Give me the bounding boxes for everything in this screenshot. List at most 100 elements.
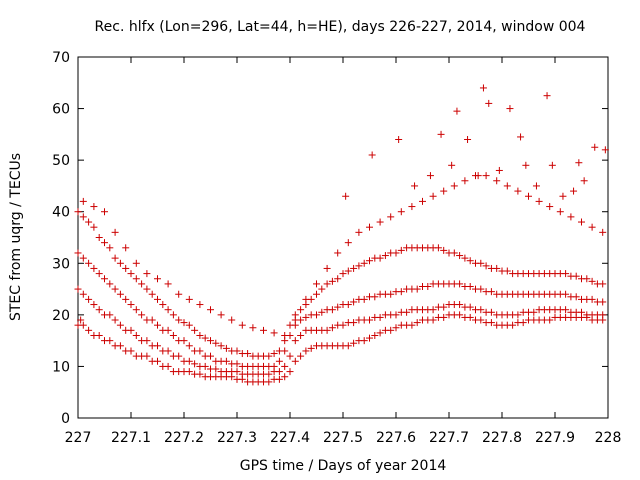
data-point: [196, 331, 204, 339]
data-point: [588, 277, 596, 285]
data-point: [548, 161, 556, 169]
data-point: [434, 244, 442, 252]
data-point: [334, 275, 342, 283]
data-point: [196, 370, 204, 378]
data-point: [164, 280, 172, 288]
data-point: [122, 244, 130, 252]
data-point: [313, 290, 320, 298]
data-point: [339, 270, 347, 278]
data-point: [154, 357, 161, 365]
data-point: [450, 182, 458, 190]
data-point: [366, 223, 373, 231]
data-point: [328, 277, 336, 285]
data-point: [286, 321, 294, 329]
data-point: [485, 99, 493, 107]
data-point: [392, 324, 400, 332]
data-point: [196, 301, 204, 309]
data-point: [313, 311, 320, 319]
data-point: [453, 107, 461, 115]
data-point: [506, 105, 514, 113]
data-point: [546, 316, 554, 324]
data-point: [191, 326, 199, 334]
data-point: [487, 308, 495, 316]
data-point: [116, 342, 124, 350]
data-point: [95, 306, 103, 314]
data-point: [424, 282, 432, 290]
data-point: [397, 208, 405, 216]
data-point: [313, 280, 320, 288]
data-point: [376, 254, 384, 262]
data-point: [350, 319, 358, 327]
data-point: [429, 306, 437, 314]
data-point: [546, 203, 554, 211]
data-point: [376, 313, 384, 321]
data-point: [233, 368, 241, 376]
data-point: [180, 337, 188, 345]
x-tick-label: 227.1: [111, 430, 151, 446]
x-tick-label: 227.2: [164, 430, 204, 446]
data-point: [376, 218, 384, 226]
data-point: [392, 249, 400, 257]
data-point: [456, 280, 464, 288]
data-point: [95, 234, 103, 241]
data-point: [291, 357, 299, 365]
data-point: [429, 192, 437, 200]
data-point: [461, 254, 469, 262]
data-point: [517, 133, 525, 141]
data-point: [562, 290, 570, 298]
data-point: [440, 313, 448, 321]
data-point: [297, 331, 305, 339]
x-tick-label: 227.8: [482, 430, 522, 446]
data-point: [477, 316, 485, 324]
data-point: [395, 136, 403, 144]
data-point: [580, 177, 588, 185]
data-point: [127, 270, 135, 278]
data-point: [426, 172, 434, 180]
data-point: [323, 280, 331, 288]
data-point: [175, 290, 183, 298]
data-point: [111, 254, 119, 262]
data-point: [355, 262, 363, 270]
data-point: [201, 334, 209, 342]
data-point: [371, 293, 379, 301]
data-point: [154, 342, 161, 350]
data-point: [148, 316, 156, 324]
x-axis-label: GPS time / Days of year 2014: [240, 458, 447, 474]
data-point: [79, 290, 87, 298]
data-point: [323, 326, 331, 334]
data-point: [143, 285, 151, 293]
y-tick-label: 20: [52, 308, 70, 324]
data-point: [281, 362, 289, 370]
data-point: [85, 259, 93, 267]
data-point: [132, 331, 140, 339]
data-point: [101, 275, 108, 283]
data-point: [302, 295, 310, 303]
data-point: [482, 262, 490, 270]
data-point: [344, 267, 352, 275]
data-point: [397, 288, 405, 296]
data-point: [601, 146, 609, 154]
data-point: [583, 275, 591, 283]
data-point: [212, 365, 220, 373]
data-point: [233, 347, 241, 355]
data-point: [342, 192, 350, 200]
data-point: [318, 308, 326, 316]
data-point: [77, 316, 85, 324]
data-point: [559, 192, 567, 200]
data-point: [522, 161, 530, 169]
data-point: [493, 264, 501, 272]
data-point: [185, 295, 193, 303]
data-point: [440, 246, 448, 254]
data-point: [164, 306, 172, 314]
data-point: [466, 282, 474, 290]
data-point: [286, 368, 294, 376]
data-point: [567, 213, 575, 221]
data-point: [175, 352, 183, 360]
data-point: [101, 208, 108, 216]
data-point: [116, 259, 124, 267]
data-point: [74, 249, 82, 257]
data-point: [318, 285, 326, 293]
data-point: [180, 319, 188, 327]
data-point: [387, 326, 395, 334]
